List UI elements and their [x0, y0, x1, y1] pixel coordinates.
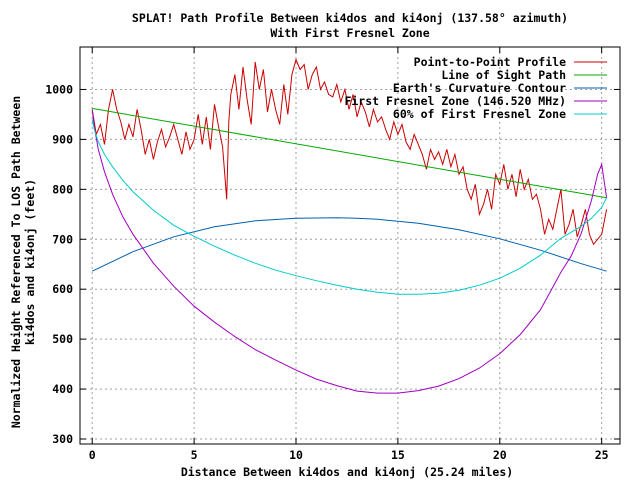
series-line-3 [91, 109, 608, 394]
series-line-1 [92, 107, 607, 199]
x-tick-label-5: 25 [595, 448, 609, 462]
y-tick-label-6: 900 [52, 132, 73, 146]
y-tick-label-3: 600 [52, 282, 73, 296]
chart-subtitle: With First Fresnel Zone [270, 26, 429, 40]
plot-frame [79, 46, 621, 445]
legend-label-1: Line of Sight Path [441, 68, 566, 82]
series-line-4 [91, 119, 608, 295]
legend-label-2: Earth's Curvature Contour [393, 81, 566, 95]
series-line-2 [91, 217, 607, 272]
x-tick-label-2: 10 [289, 448, 303, 462]
series-line-0 [91, 57, 608, 246]
y-tick-label-1: 400 [52, 382, 73, 396]
legend-label-4: 60% of First Fresnel Zone [393, 107, 566, 121]
chart-title: SPLAT! Path Profile Between ki4dos and k… [132, 11, 568, 25]
y-tick-label-0: 300 [52, 432, 73, 446]
series-lines [91, 57, 608, 394]
x-tick-label-0: 0 [89, 448, 96, 462]
x-tick-label-4: 20 [493, 448, 507, 462]
x-tick-label-3: 15 [391, 448, 405, 462]
y-tick-label-5: 800 [52, 182, 73, 196]
y-axis-label-line-2: ki4dos and ki4onj (feet) [23, 179, 37, 345]
y-tick-label-2: 500 [52, 332, 73, 346]
y-axis-label-line-1: Normalized Height Referenced To LOS Path… [9, 96, 23, 428]
legend-label-3: First Fresnel Zone (146.520 MHz) [344, 94, 566, 108]
axis-ticks: 0 5 10 15 20 25 300 400 500 600 700 800 900 1000 [45, 47, 620, 462]
y-tick-label-4: 700 [52, 232, 73, 246]
y-tick-label-7: 1000 [45, 82, 73, 96]
x-tick-label-1: 5 [191, 448, 198, 462]
x-axis-label: Distance Between ki4dos and ki4onj (25.2… [181, 465, 513, 479]
legend-label-0: Point-to-Point Profile [414, 55, 566, 69]
